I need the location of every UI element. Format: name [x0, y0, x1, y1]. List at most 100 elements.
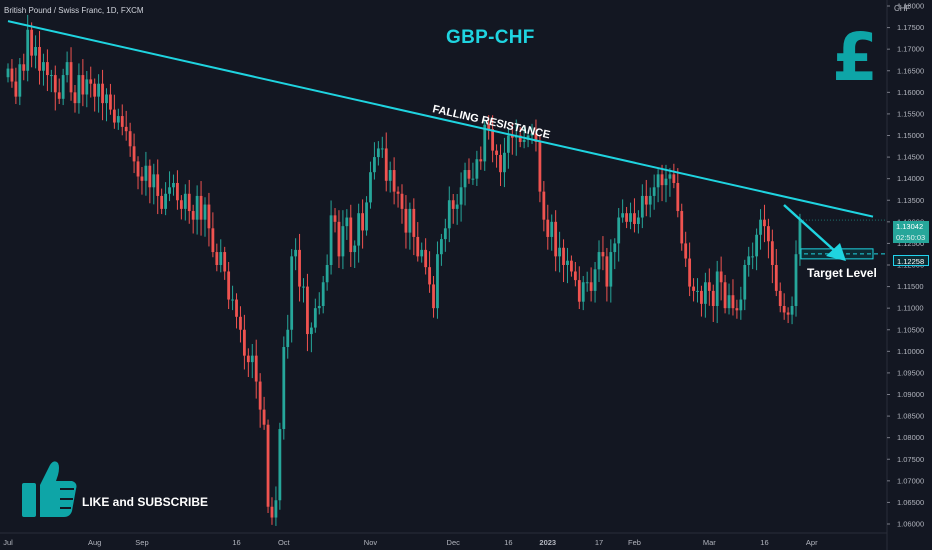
time-tick-label: Mar — [703, 538, 716, 547]
candles — [6, 14, 802, 526]
candle-body — [160, 195, 164, 209]
thumbs-up-icon — [22, 461, 77, 517]
target-level-label: Target Level — [807, 266, 877, 280]
candle-body — [361, 213, 364, 231]
candle-body — [392, 170, 396, 192]
candle-body — [782, 306, 786, 313]
candle-body — [14, 81, 18, 97]
candle-body — [282, 347, 286, 430]
candle-body — [211, 228, 215, 253]
time-tick-label: Aug — [88, 538, 101, 547]
candle-body — [85, 79, 89, 95]
candle-body — [408, 208, 412, 233]
candle-body — [471, 178, 475, 180]
candle-body — [487, 124, 491, 130]
candle-body — [648, 195, 652, 205]
candle-body — [692, 286, 695, 291]
candle-body — [333, 215, 337, 222]
price-tick-label: 1.10500 — [897, 325, 924, 334]
candle-body — [416, 236, 420, 257]
candle-body — [518, 135, 522, 142]
candle-body — [467, 170, 471, 179]
candle-body — [329, 215, 333, 265]
candle-body — [770, 241, 774, 265]
candle-body — [89, 79, 93, 84]
like-subscribe-label: LIKE and SUBSCRIBE — [82, 495, 209, 509]
candle-body — [652, 187, 656, 196]
candle-body — [30, 29, 34, 56]
candle-body — [302, 286, 305, 288]
candle-body — [459, 187, 463, 205]
candle-body — [644, 195, 648, 205]
candle-body — [22, 64, 26, 71]
candle-body — [183, 193, 187, 209]
price-axis[interactable]: 1.18000 1.17500 1.17000 1.16500 1.16000 1.155… — [886, 0, 924, 550]
candle-body — [601, 252, 605, 257]
candle-body — [172, 182, 175, 188]
candle-body — [751, 256, 755, 258]
target-arrow-head — [826, 243, 846, 261]
candle-body — [609, 252, 613, 287]
candle-body — [798, 220, 802, 255]
candle-body — [34, 47, 37, 56]
candle-body — [97, 83, 101, 97]
candle-body — [640, 195, 644, 218]
candle-body — [786, 312, 790, 315]
candle-body — [589, 282, 593, 291]
candle-body — [321, 282, 325, 307]
candle-body — [581, 282, 585, 302]
candle-body — [633, 213, 636, 224]
candle-body — [101, 83, 104, 104]
candle-body — [522, 139, 526, 142]
candle-body — [46, 62, 49, 76]
candle-body — [250, 355, 254, 363]
candle-body — [116, 116, 120, 123]
candle-body — [684, 243, 688, 259]
candle-body — [10, 68, 14, 82]
candle-body — [759, 219, 762, 235]
candle-body — [325, 265, 329, 283]
symbol-title: British Pound / Swiss Franc, 1D, FXCM — [4, 6, 144, 15]
price-tick-label: 1.14000 — [897, 174, 924, 183]
candle-body — [778, 290, 782, 307]
price-tick-label: 1.16000 — [897, 88, 924, 97]
candle-body — [61, 75, 65, 99]
candle-body — [479, 159, 483, 162]
price-tick-label: 1.18000 — [897, 2, 924, 11]
candle-body — [199, 195, 203, 220]
time-tick-label: 16 — [504, 538, 512, 547]
candle-body — [290, 256, 294, 330]
candle-body — [554, 221, 558, 257]
candle-body — [739, 299, 743, 311]
candle-body — [538, 141, 542, 192]
candle-body — [676, 182, 680, 212]
candle-body — [668, 174, 672, 179]
candle-body — [73, 92, 77, 104]
time-tick-label: 16 — [232, 538, 240, 547]
candle-body — [794, 254, 798, 307]
price-tick-label: 1.08000 — [897, 433, 924, 442]
candle-body — [570, 260, 573, 272]
time-axis[interactable]: Jul Aug Sep 16 Oct Nov Dec 16 2023 17 Feb Mar 16 Apr — [0, 532, 887, 547]
candle-body — [790, 306, 794, 315]
candle-body — [274, 500, 278, 518]
candle-body — [384, 148, 388, 181]
time-tick-label: Sep — [135, 538, 148, 547]
price-tick-label: 1.15500 — [897, 109, 924, 118]
candle-body — [148, 165, 152, 188]
candle-body — [656, 174, 660, 188]
candle-body — [77, 75, 81, 104]
candle-body — [767, 226, 770, 242]
candle-body — [483, 124, 487, 162]
candle-body — [49, 75, 53, 77]
candle-body — [711, 290, 715, 307]
candle-body — [625, 213, 628, 222]
time-tick-label: Jul — [3, 538, 13, 547]
candle-body — [26, 29, 30, 71]
candle-body — [140, 176, 144, 181]
last-price-tag: 1.13042 — [893, 221, 929, 232]
candle-body — [510, 135, 514, 138]
candle-body — [664, 178, 668, 186]
candle-body — [700, 290, 703, 304]
